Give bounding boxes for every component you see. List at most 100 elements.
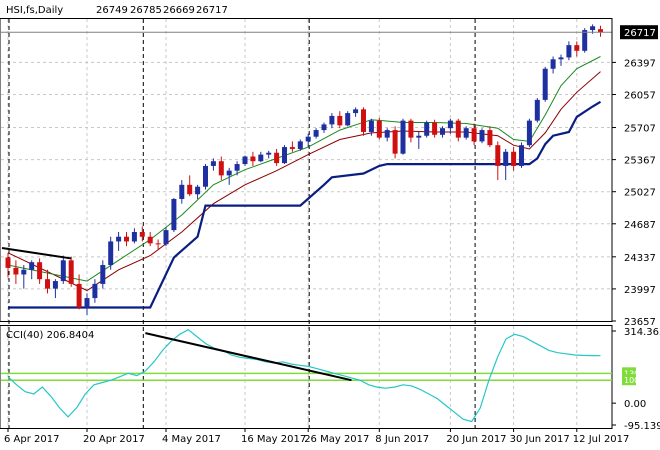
candle-body xyxy=(598,29,603,33)
candle-body xyxy=(124,236,129,242)
time-axis-label: 4 May 2017 xyxy=(162,434,221,445)
cci-levels xyxy=(1,372,612,381)
cci-axis-label: 314.3633 xyxy=(624,327,660,338)
candle-body xyxy=(250,156,256,162)
candle-body xyxy=(45,279,50,289)
cci-indicator-label: CCI(40) 206.8404 xyxy=(6,330,94,341)
candle-body xyxy=(100,265,106,284)
ohlc-open: 26749 xyxy=(96,5,128,16)
symbol-label: HSI,fs,Daily xyxy=(6,5,63,16)
price-axis-label: 26057 xyxy=(624,91,656,102)
candle-body xyxy=(463,128,469,138)
time-axis-label: 16 May 2017 xyxy=(241,434,306,445)
candle-body xyxy=(108,241,114,266)
candle-body xyxy=(242,156,248,165)
candle-body xyxy=(329,115,335,125)
candle-body xyxy=(503,151,509,166)
time-axis-label: 12 Jul 2017 xyxy=(573,434,630,445)
channel-lower-line xyxy=(8,100,602,309)
session-separators xyxy=(8,19,476,428)
candle-body xyxy=(519,145,524,166)
candle-body xyxy=(384,130,390,138)
candle-body xyxy=(400,120,406,154)
candle-body xyxy=(511,151,517,166)
candle-body xyxy=(210,161,216,166)
candle-body xyxy=(163,230,169,245)
candle-body xyxy=(274,152,280,164)
time-axis-label: 8 Jun 2017 xyxy=(375,434,429,445)
candle-body xyxy=(21,269,27,275)
last-price-tag xyxy=(620,25,658,40)
cci-level-label: 130 xyxy=(624,369,639,378)
price-axis-label: 24337 xyxy=(624,253,656,264)
candle-body xyxy=(526,120,532,146)
candle-body xyxy=(92,283,98,299)
candle-body xyxy=(558,57,564,60)
candle-body xyxy=(345,113,351,126)
candle-body xyxy=(68,260,74,284)
candle-body xyxy=(155,243,161,245)
candle-body xyxy=(60,260,66,282)
candle-body xyxy=(289,147,295,149)
candle-body xyxy=(29,262,35,270)
candle-body xyxy=(313,130,319,137)
last-price-value: 26717 xyxy=(624,28,656,39)
candle-body xyxy=(337,115,343,126)
cci-line xyxy=(7,328,601,423)
price-trendline xyxy=(1,247,72,260)
candlesticks xyxy=(5,24,603,316)
candle-body xyxy=(416,135,422,138)
candle-body xyxy=(5,257,11,268)
price-axis-label: 26397 xyxy=(624,58,656,69)
time-axis-label: 30 Jun 2017 xyxy=(510,434,570,445)
candle-body xyxy=(582,30,588,51)
time-axis-label: 26 May 2017 xyxy=(304,434,369,445)
candle-body xyxy=(139,232,145,237)
price-axis-label: 23657 xyxy=(624,317,656,328)
candle-body xyxy=(440,128,445,135)
candle-body xyxy=(408,120,414,138)
time-axis-label: 6 Apr 2017 xyxy=(4,434,59,445)
candle-body xyxy=(282,147,287,164)
price-axis-label: 25367 xyxy=(624,156,656,167)
candle-body xyxy=(305,136,311,142)
candle-body xyxy=(266,152,272,155)
candle-body xyxy=(131,232,137,242)
candle-body xyxy=(353,109,359,114)
candle-body xyxy=(361,109,366,132)
candle-body xyxy=(566,45,572,58)
cci-panel-frame xyxy=(0,325,613,429)
candle-body xyxy=(218,161,224,176)
candle-body xyxy=(574,45,580,51)
price-overlays xyxy=(1,31,612,260)
cci-level-tag xyxy=(622,374,636,386)
candle-body xyxy=(52,281,58,289)
candle-body xyxy=(234,164,240,171)
candle-body xyxy=(258,154,264,162)
candle-body xyxy=(179,184,185,199)
candle-body xyxy=(471,128,477,142)
candle-body xyxy=(321,124,327,131)
candle-body xyxy=(432,122,438,135)
candle-body xyxy=(37,262,43,280)
candle-body xyxy=(376,120,382,138)
candle-body xyxy=(195,186,201,195)
cci-trendline xyxy=(145,332,352,382)
time-axis: 6 Apr 2017 20 Apr 2017 4 May 2017 16 May 20… xyxy=(4,428,629,445)
price-axis-label: 23997 xyxy=(624,285,656,296)
candle-body xyxy=(116,236,122,242)
ohlc-high: 26785 xyxy=(130,5,162,16)
candle-body xyxy=(226,170,232,176)
candle-body xyxy=(147,236,153,244)
candle-body xyxy=(297,141,303,149)
cci-axis-label: 0.00 xyxy=(624,399,646,410)
candle-body xyxy=(550,59,556,69)
fast-moving-average xyxy=(7,56,601,282)
price-axis-label: 24687 xyxy=(624,220,656,231)
time-axis-label: 20 Jun 2017 xyxy=(446,434,506,445)
cci-axis-label: -95.1391 xyxy=(624,421,660,432)
candle-body xyxy=(13,267,19,275)
price-header: HSI,fs,Daily 26749 26785 26669 26717 xyxy=(6,5,228,16)
